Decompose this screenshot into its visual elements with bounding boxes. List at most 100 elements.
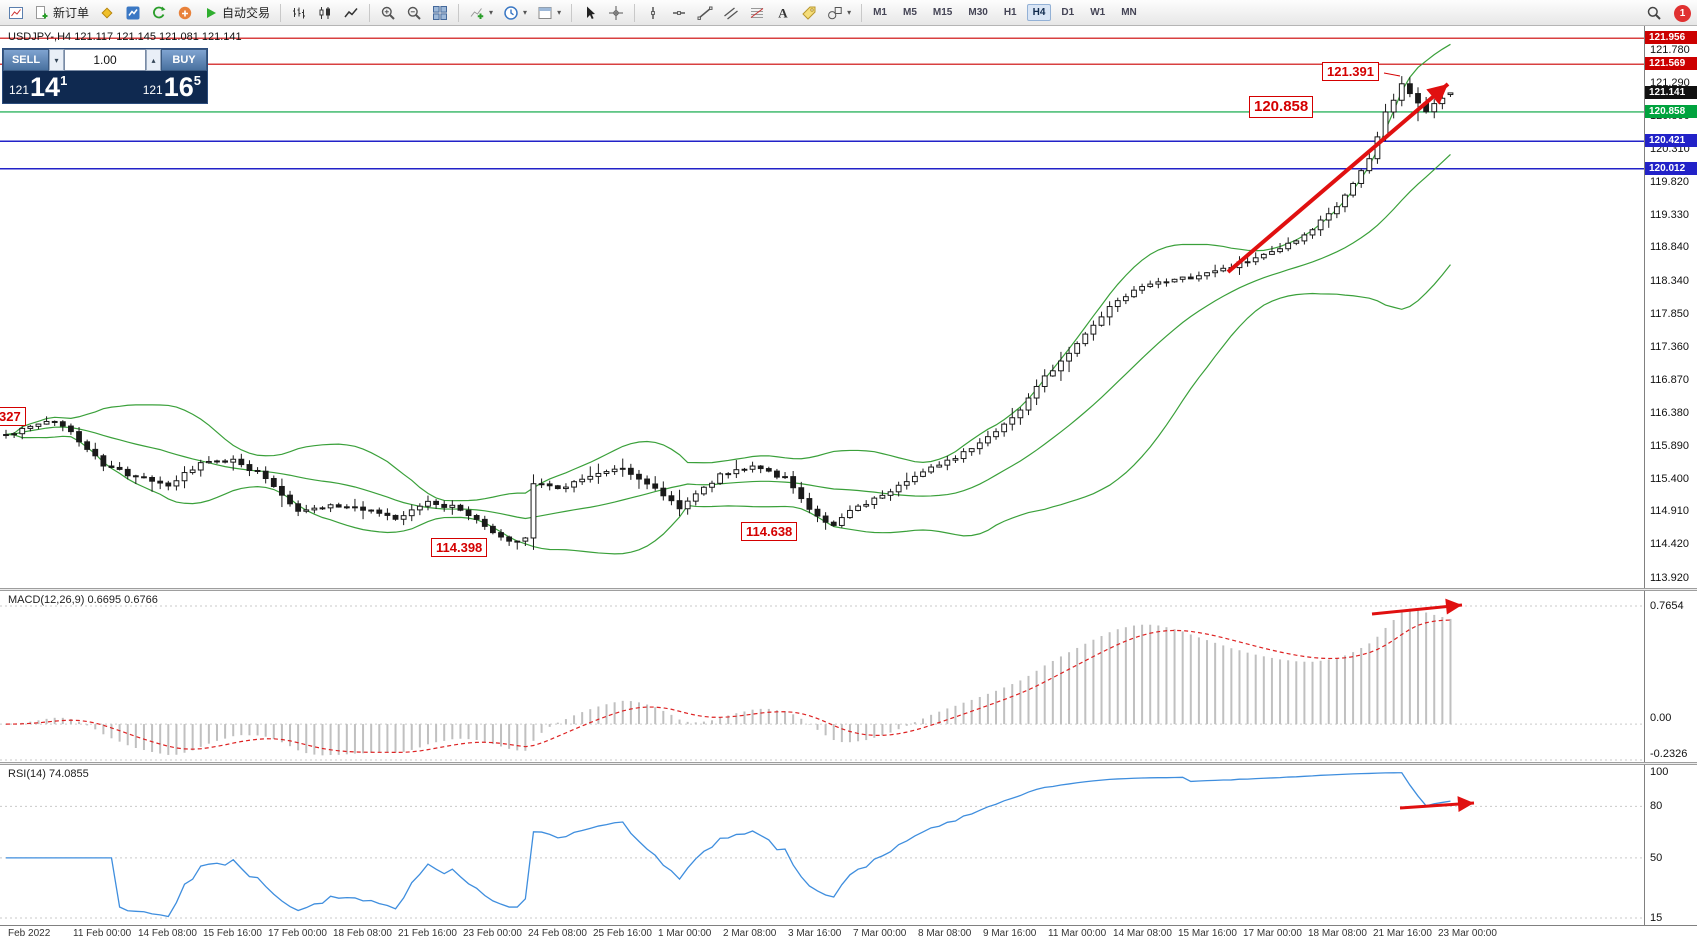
- price-annotation-box[interactable]: 121.391: [1322, 62, 1379, 81]
- tile-windows-icon: [432, 5, 448, 21]
- horizontal-line-tool-button[interactable]: [667, 2, 691, 24]
- macd-signal-line: [5, 619, 1451, 753]
- refresh-button[interactable]: [147, 2, 171, 24]
- svg-text:A: A: [778, 5, 788, 20]
- market-button[interactable]: [173, 2, 197, 24]
- line-chart-mode-button[interactable]: [339, 2, 363, 24]
- chart-window-button[interactable]: [4, 2, 28, 24]
- vertical-line-tool-button[interactable]: [641, 2, 665, 24]
- templates-icon: [537, 5, 553, 21]
- notification-badge[interactable]: 1: [1674, 4, 1691, 22]
- macd-axis-label: 0.7654: [1650, 600, 1684, 612]
- time-axis-label: 25 Feb 16:00: [593, 928, 652, 939]
- new-order-button[interactable]: 新订单: [30, 2, 93, 24]
- timeframe-W1[interactable]: W1: [1090, 7, 1106, 18]
- bollinger-middle[interactable]: [5, 154, 1451, 520]
- label-tool-button[interactable]: [797, 2, 821, 24]
- timeframe-M15[interactable]: M15: [932, 7, 953, 18]
- autotrading-button-label: 自动交易: [222, 6, 271, 20]
- bollinger-upper[interactable]: [5, 43, 1451, 502]
- time-axis-label: 11 Mar 00:00: [1048, 928, 1107, 939]
- toolbar-separator: [634, 3, 636, 22]
- one-click-header: SELL ▾ ▴ BUY: [3, 49, 207, 71]
- price-axis-label: 115.890: [1650, 439, 1689, 452]
- templates-button[interactable]: ▾: [533, 2, 565, 24]
- price-axis-label: 115.400: [1650, 472, 1689, 485]
- price-axis-label: 121.290: [1650, 76, 1690, 89]
- rsi-indicator-label: RSI(14) 74.0855: [8, 768, 89, 780]
- time-axis-label: 21 Feb 16:00: [398, 928, 457, 939]
- timeframe-H4[interactable]: H4: [1026, 4, 1052, 21]
- timeframe-buttons: M1 M5 M15 M30 H1 H4 D1 W1 MN: [866, 4, 1144, 21]
- price-axis-border: [1644, 26, 1645, 925]
- autotrading-button[interactable]: 自动交易: [199, 2, 274, 24]
- volume-increase-button[interactable]: ▴: [146, 49, 161, 71]
- dropdown-caret-icon: ▾: [489, 8, 494, 17]
- time-axis-label: 17 Feb 00:00: [268, 928, 327, 939]
- price-axis-label: 118.840: [1650, 241, 1689, 254]
- text-icon: A: [775, 5, 791, 21]
- channel-icon: [723, 5, 739, 21]
- crosshair-tool-button[interactable]: [604, 2, 628, 24]
- main-price-chart[interactable]: [0, 26, 1645, 588]
- horizontal-lines: [0, 37, 1645, 170]
- cursor-tool-button[interactable]: [578, 2, 602, 24]
- sell-button[interactable]: SELL: [3, 49, 49, 71]
- bid-price: 121 14 1: [9, 72, 105, 102]
- toolbar-right: 1: [1642, 0, 1691, 26]
- price-annotation-box[interactable]: 120.858: [1249, 96, 1314, 118]
- price-axis-label: 113.920: [1650, 572, 1689, 584]
- zoom-out-button[interactable]: [402, 2, 426, 24]
- bid-price-integer: 121: [9, 83, 30, 97]
- terminal-button[interactable]: [121, 2, 145, 24]
- panel-separator[interactable]: [0, 762, 1697, 765]
- price-annotation-box[interactable]: 327: [0, 407, 26, 426]
- bar-chart-mode-button[interactable]: [287, 2, 311, 24]
- time-axis-label: 9 Mar 16:00: [983, 928, 1037, 939]
- tile-windows-button[interactable]: [428, 2, 452, 24]
- search-icon[interactable]: [1642, 2, 1666, 24]
- toolbar-separator: [458, 3, 460, 22]
- macd-histogram: [5, 608, 1452, 756]
- candlestick-mode-button[interactable]: [313, 2, 337, 24]
- text-tool-button[interactable]: A: [771, 2, 795, 24]
- channel-tool-button[interactable]: [719, 2, 743, 24]
- time-axis[interactable]: Feb 2022 11 Feb 00:00 14 Feb 08:00 15 Feb 1…: [0, 925, 1697, 940]
- indicators-icon: [469, 5, 485, 21]
- macd-panel[interactable]: [0, 591, 1645, 762]
- periods-button[interactable]: ▾: [499, 2, 531, 24]
- zoom-in-button[interactable]: [376, 2, 400, 24]
- timeframe-MN[interactable]: MN: [1121, 7, 1137, 18]
- rsi-panel[interactable]: [0, 765, 1645, 925]
- toolbar-separator: [369, 3, 371, 22]
- buy-button[interactable]: BUY: [161, 49, 207, 71]
- ask-price-integer: 121: [142, 83, 163, 97]
- shapes-tool-button[interactable]: ▾: [823, 2, 855, 24]
- fibonacci-tool-button[interactable]: [745, 2, 769, 24]
- timeframe-D1[interactable]: D1: [1061, 7, 1075, 18]
- dropdown-caret-icon: ▾: [557, 8, 562, 17]
- price-line-label: 120.858: [1645, 104, 1697, 118]
- metaeditor-icon: [99, 5, 115, 21]
- price-axis-label: 117.360: [1650, 340, 1689, 353]
- chart-line-icon: [343, 5, 359, 21]
- one-click-trading-panel: SELL ▾ ▴ BUY 121 14 1 121 16 5: [2, 48, 208, 104]
- timeframe-H1[interactable]: H1: [1003, 7, 1017, 18]
- panel-separator[interactable]: [0, 588, 1697, 591]
- cursor-icon: [582, 5, 598, 21]
- price-axis-label: 121.780: [1650, 44, 1690, 56]
- volume-decrease-button[interactable]: ▾: [49, 49, 64, 71]
- trendline-tool-button[interactable]: [693, 2, 717, 24]
- rsi-axis-label: 100: [1650, 766, 1669, 778]
- volume-input[interactable]: [64, 49, 146, 71]
- timeframe-M30[interactable]: M30: [968, 7, 988, 18]
- price-annotation-box[interactable]: 114.398: [431, 538, 488, 557]
- indicators-button[interactable]: ▾: [465, 2, 497, 24]
- price-axis[interactable]: 121.780121.290120.800120.310119.820119.3…: [1645, 0, 1697, 940]
- price-annotation-box[interactable]: 114.638: [741, 522, 798, 541]
- bid-price-pips: 14: [30, 72, 61, 102]
- timeframe-M5[interactable]: M5: [903, 7, 917, 18]
- metaeditor-button[interactable]: [95, 2, 119, 24]
- timeframe-M1[interactable]: M1: [873, 7, 887, 18]
- bollinger-lower[interactable]: [5, 264, 1451, 555]
